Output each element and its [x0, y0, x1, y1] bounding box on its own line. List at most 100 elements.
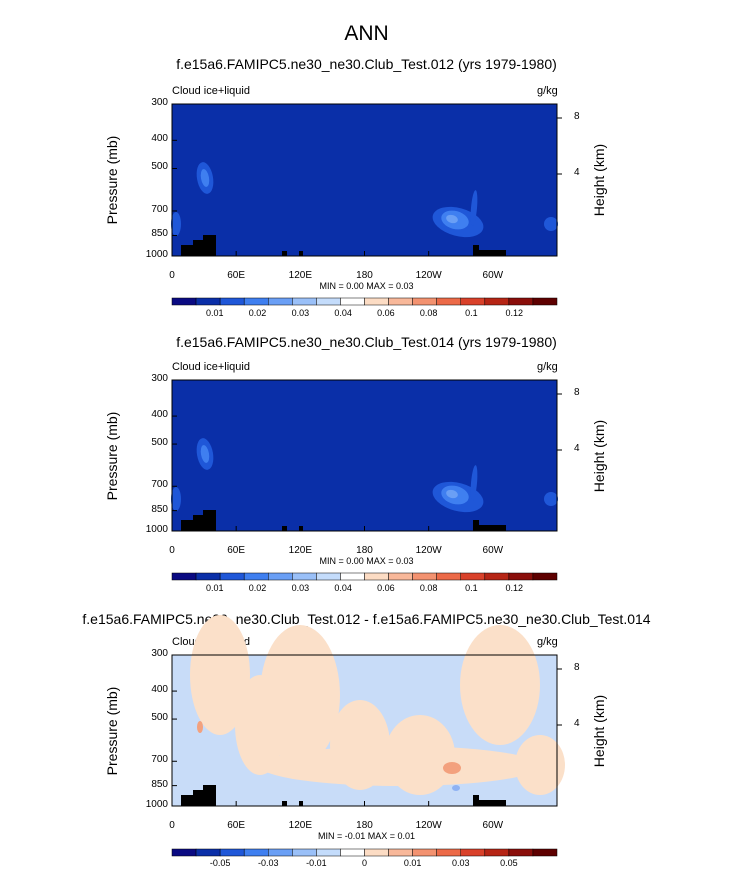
- colorbar-label: 0.01: [206, 308, 224, 318]
- colorbar-label: 0.12: [505, 583, 523, 593]
- colorbar-label: 0.01: [206, 583, 224, 593]
- colorbar-swatch: [171, 848, 197, 857]
- x-tick-label: 0: [169, 820, 175, 831]
- x-tick-label: 60W: [482, 820, 504, 831]
- colorbar-swatch: [340, 848, 365, 857]
- colorbar-label: 0.04: [334, 308, 352, 318]
- topography-mask: [181, 510, 506, 531]
- colorbar-label: 0.02: [248, 308, 267, 318]
- y-tick-label: 300: [151, 648, 168, 659]
- height-tick-label: 8: [574, 111, 580, 122]
- colorbar-swatch: [532, 848, 558, 857]
- x-tick-label: 60E: [227, 270, 246, 281]
- y-tick-label: 400: [151, 409, 168, 421]
- colorbar-swatch: [219, 848, 245, 857]
- colorbar-swatch: [388, 848, 413, 857]
- x-tick-label: 180: [356, 820, 373, 831]
- right-axis-title: Height (km): [591, 694, 607, 767]
- y-tick-label: 400: [151, 684, 168, 696]
- y-tick-label: 850: [151, 778, 168, 790]
- variable-label: Cloud ice+liquid: [172, 361, 250, 373]
- colorbar-swatch: [316, 848, 341, 857]
- colorbar-label: 0.04: [334, 583, 352, 593]
- plot-background: [172, 104, 557, 256]
- y-tick-label: 500: [151, 161, 168, 173]
- y-tick-label: 500: [151, 712, 168, 724]
- height-tick-label: 4: [574, 167, 580, 178]
- y-tick-label: 300: [151, 97, 168, 108]
- colorbar-swatch: [412, 848, 437, 857]
- colorbar-label: 0.12: [505, 308, 523, 318]
- y-tick-label: 700: [151, 203, 168, 215]
- min-max-text: MIN = 0.00 MAX = 0.03: [319, 281, 414, 291]
- colorbar-swatch: [436, 848, 461, 857]
- x-tick-label: 120W: [415, 820, 442, 831]
- y-tick-label: 700: [151, 754, 168, 766]
- units-label: g/kg: [537, 361, 558, 373]
- x-tick-label: 120W: [415, 270, 442, 281]
- x-tick-label: 120E: [288, 545, 312, 556]
- y-tick-label: 1000: [145, 249, 168, 260]
- x-tick-label: 120E: [288, 820, 312, 831]
- main-title: ANN: [344, 22, 389, 45]
- colorbar-label: 0.06: [377, 308, 395, 318]
- x-tick-label: 60W: [482, 270, 504, 281]
- x-tick-label: 0: [169, 270, 175, 281]
- x-tick-label: 180: [356, 270, 373, 281]
- min-max-text: MIN = 0.00 MAX = 0.03: [319, 556, 414, 566]
- colorbar-swatch: [292, 848, 317, 857]
- height-tick-label: 8: [574, 662, 580, 673]
- contour-features: [171, 162, 558, 238]
- topography-mask: [181, 785, 506, 806]
- colorbar-label: 0.02: [248, 583, 267, 593]
- colorbar-swatch: [195, 848, 221, 857]
- colorbar-swatch: [268, 848, 293, 857]
- colorbar-label: 0.1: [465, 308, 478, 318]
- y-tick-label: 700: [151, 479, 168, 491]
- panel-title: f.e15a6.FAMIPC5.ne30_ne30.Club_Test.014 …: [176, 334, 557, 350]
- units-label: g/kg: [537, 85, 558, 97]
- y-tick-label: 500: [151, 437, 168, 449]
- y-tick-label: 850: [151, 503, 168, 515]
- y-tick-label: 1000: [145, 524, 168, 535]
- colorbar-swatch: [532, 297, 558, 306]
- y-tick-label: 850: [151, 228, 168, 240]
- colorbar-label: 0.08: [419, 308, 438, 318]
- units-label: g/kg: [537, 636, 558, 648]
- colorbar-swatch: [243, 848, 269, 857]
- colorbar-label: 0.06: [377, 583, 395, 593]
- contour-features: [171, 438, 558, 513]
- topography-mask: [181, 235, 506, 256]
- y-tick-label: 300: [151, 373, 168, 384]
- plot-background: [172, 380, 557, 531]
- colorbar-label: 0.03: [291, 583, 310, 593]
- colorbar-label: 0.01: [403, 858, 422, 868]
- colorbar-label: 0.03: [451, 858, 470, 868]
- x-tick-label: 120W: [415, 545, 442, 556]
- colorbar-label: 0.1: [465, 583, 478, 593]
- colorbar-label: -0.01: [306, 858, 327, 868]
- height-tick-label: 4: [574, 443, 580, 454]
- colorbar-swatch: [364, 848, 389, 857]
- colorbar-swatch: [532, 572, 558, 581]
- colorbar-swatch: [508, 848, 534, 857]
- colorbar-label: -0.05: [209, 858, 231, 868]
- x-tick-label: 60W: [482, 545, 504, 556]
- x-tick-label: 180: [356, 545, 373, 556]
- colorbar-label: -0.03: [257, 858, 279, 868]
- height-tick-label: 8: [574, 387, 580, 398]
- y-tick-label: 400: [151, 133, 168, 145]
- colorbar-swatch: [484, 848, 510, 857]
- colorbar-label: 0.08: [419, 583, 438, 593]
- x-tick-label: 60E: [227, 545, 246, 556]
- variable-label: Cloud ice+liquid: [172, 85, 250, 97]
- colorbar-swatch: [460, 848, 486, 857]
- y-axis-title: Pressure (mb): [104, 686, 120, 775]
- y-tick-label: 1000: [145, 799, 168, 810]
- panel-title: f.e15a6.FAMIPC5.ne30_ne30.Club_Test.012 …: [176, 56, 557, 72]
- min-max-text: MIN = -0.01 MAX = 0.01: [317, 831, 416, 841]
- x-tick-label: 60E: [227, 820, 246, 831]
